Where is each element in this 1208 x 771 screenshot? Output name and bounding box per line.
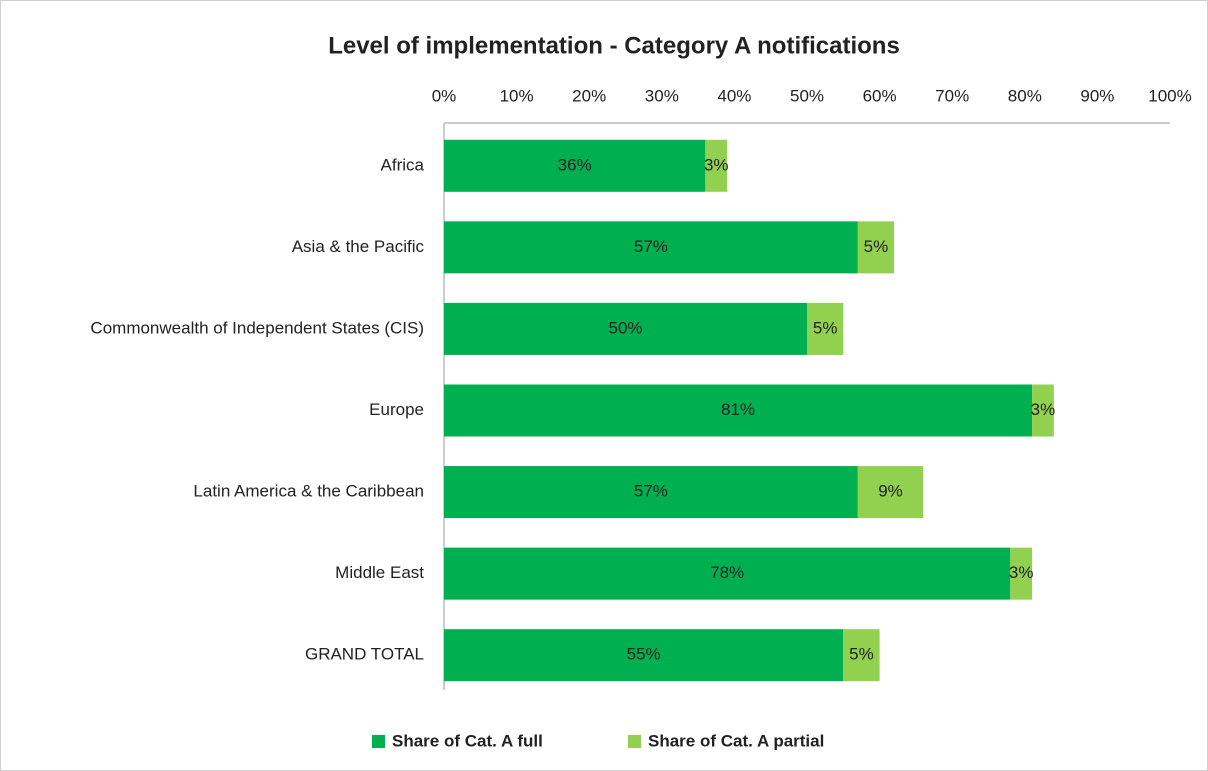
y-tick-label: Africa [381,155,425,174]
x-tick-label: 60% [863,86,897,105]
bar-segment [444,629,844,682]
bar-segment [843,629,880,682]
data-label: 55% [627,645,661,664]
y-tick-label: GRAND TOTAL [305,645,424,664]
y-tick-label: Latin America & the Caribbean [193,482,424,501]
data-label: 3% [1031,400,1056,419]
data-label: 5% [849,645,874,664]
legend-swatch [628,735,641,748]
data-label: 5% [813,318,838,337]
bar-segment [1032,384,1054,437]
bar-segment [1010,547,1033,600]
data-label: 81% [721,400,755,419]
y-tick-label: Asia & the Pacific [292,237,425,256]
data-label: 3% [1009,563,1034,582]
x-tick-label: 70% [935,86,969,105]
bar-segment [444,302,807,355]
bar-segment [444,139,706,192]
data-label: 9% [878,482,903,501]
data-label: 57% [634,237,668,256]
bar-segment [857,221,895,274]
legend-text: Share of Cat. A partial [648,731,824,750]
data-label: 57% [634,482,668,501]
x-tick-label: 40% [717,86,751,105]
data-label: 36% [558,155,592,174]
data-label: 50% [608,318,642,337]
y-tick-label: Europe [369,400,424,419]
data-label: 78% [710,563,744,582]
bar-segment [857,466,924,519]
y-tick-label: Commonwealth of Independent States (CIS) [90,318,424,337]
bar-segment [444,221,858,274]
bar-segment [444,547,1011,600]
bar-segment [444,466,858,519]
x-tick-label: 80% [1008,86,1042,105]
legend-text: Share of Cat. A full [392,731,543,750]
bar-segment [807,302,844,355]
x-tick-label: 0% [432,86,457,105]
chart-title: Level of implementation - Category A not… [328,32,900,59]
data-label: 5% [864,237,889,256]
x-tick-label: 90% [1080,86,1114,105]
bar-segment [705,139,728,192]
x-tick-label: 30% [645,86,679,105]
y-tick-label: Middle East [335,563,424,582]
x-tick-label: 100% [1148,86,1191,105]
bar-segment [444,384,1033,437]
x-tick-label: 20% [572,86,606,105]
x-tick-label: 10% [500,86,534,105]
data-label: 3% [704,155,729,174]
legend-swatch [372,735,385,748]
x-tick-label: 50% [790,86,824,105]
